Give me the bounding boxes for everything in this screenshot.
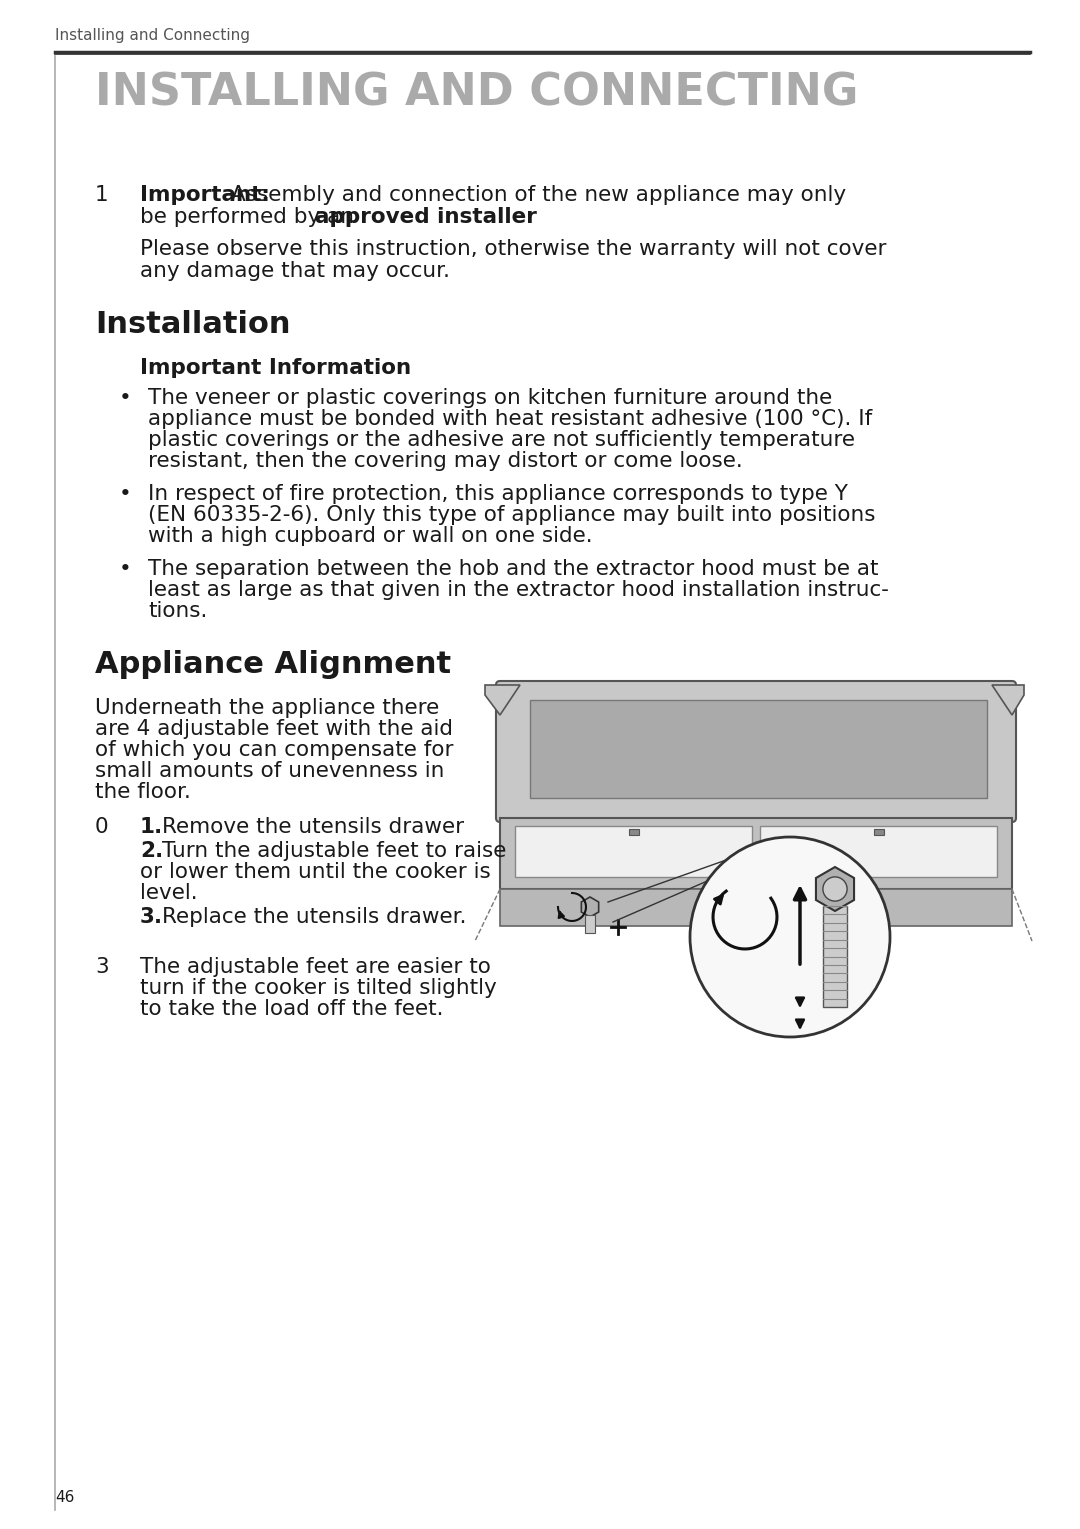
Polygon shape — [816, 867, 854, 911]
Text: 3.: 3. — [140, 907, 163, 927]
Text: Replace the utensils drawer.: Replace the utensils drawer. — [162, 907, 467, 927]
Text: Turn the adjustable feet to raise: Turn the adjustable feet to raise — [162, 841, 507, 861]
Bar — [515, 826, 752, 878]
Circle shape — [823, 878, 847, 901]
Text: Underneath the appliance there: Underneath the appliance there — [95, 699, 440, 719]
Text: Remove the utensils drawer: Remove the utensils drawer — [162, 816, 464, 836]
Text: (EN 60335-2-6). Only this type of appliance may built into positions: (EN 60335-2-6). Only this type of applia… — [148, 505, 876, 524]
Text: Important Information: Important Information — [140, 358, 411, 378]
Text: or lower them until the cooker is: or lower them until the cooker is — [140, 862, 490, 882]
Text: resistant, then the covering may distort or come loose.: resistant, then the covering may distort… — [148, 451, 743, 471]
Text: tions.: tions. — [148, 601, 207, 621]
Text: are 4 adjustable feet with the aid: are 4 adjustable feet with the aid — [95, 719, 453, 739]
FancyBboxPatch shape — [496, 680, 1016, 823]
Text: with a high cupboard or wall on one side.: with a high cupboard or wall on one side… — [148, 526, 593, 546]
Bar — [500, 888, 1012, 927]
Text: 1.: 1. — [140, 816, 163, 836]
Text: 3: 3 — [95, 957, 109, 977]
Text: 2.: 2. — [140, 841, 163, 861]
Text: of which you can compensate for: of which you can compensate for — [95, 740, 454, 760]
Polygon shape — [581, 898, 598, 917]
Bar — [500, 818, 1012, 888]
Text: Assembly and connection of the new appliance may only: Assembly and connection of the new appli… — [231, 185, 846, 205]
Text: Installing and Connecting: Installing and Connecting — [55, 28, 249, 43]
Bar — [530, 700, 987, 798]
Text: be performed by an: be performed by an — [140, 206, 361, 226]
Text: approved installer: approved installer — [315, 206, 537, 226]
Text: the floor.: the floor. — [95, 781, 191, 803]
Bar — [629, 829, 638, 835]
Text: •: • — [119, 560, 132, 579]
Bar — [874, 829, 883, 835]
Text: Please observe this instruction, otherwise the warranty will not cover: Please observe this instruction, otherwi… — [140, 239, 887, 258]
Text: The veneer or plastic coverings on kitchen furniture around the: The veneer or plastic coverings on kitch… — [148, 388, 833, 408]
Text: turn if the cooker is tilted slightly: turn if the cooker is tilted slightly — [140, 979, 497, 998]
Polygon shape — [485, 685, 519, 716]
Text: The adjustable feet are easier to: The adjustable feet are easier to — [140, 957, 491, 977]
Text: Installation: Installation — [95, 310, 291, 339]
Text: any damage that may occur.: any damage that may occur. — [140, 261, 450, 281]
Text: small amounts of unevenness in: small amounts of unevenness in — [95, 761, 444, 781]
Bar — [760, 826, 997, 878]
Bar — [823, 907, 847, 1008]
Text: The separation between the hob and the extractor hood must be at: The separation between the hob and the e… — [148, 560, 878, 579]
Text: least as large as that given in the extractor hood installation instruc-: least as large as that given in the extr… — [148, 579, 889, 599]
Circle shape — [690, 836, 890, 1037]
Bar — [585, 914, 595, 933]
Text: appliance must be bonded with heat resistant adhesive (100 °C). If: appliance must be bonded with heat resis… — [148, 408, 873, 430]
Text: INSTALLING AND CONNECTING: INSTALLING AND CONNECTING — [95, 72, 859, 115]
Polygon shape — [993, 685, 1024, 716]
Text: plastic coverings or the adhesive are not sufficiently temperature: plastic coverings or the adhesive are no… — [148, 430, 855, 450]
Text: 46: 46 — [55, 1489, 75, 1505]
Text: In respect of fire protection, this appliance corresponds to type Y: In respect of fire protection, this appl… — [148, 485, 848, 505]
Text: to take the load off the feet.: to take the load off the feet. — [140, 998, 444, 1018]
Text: 1: 1 — [95, 185, 109, 205]
Text: •: • — [119, 485, 132, 505]
Text: 0: 0 — [95, 816, 109, 836]
Text: Important:: Important: — [140, 185, 270, 205]
Text: level.: level. — [140, 884, 198, 904]
Text: •: • — [119, 388, 132, 408]
Text: Appliance Alignment: Appliance Alignment — [95, 650, 451, 679]
